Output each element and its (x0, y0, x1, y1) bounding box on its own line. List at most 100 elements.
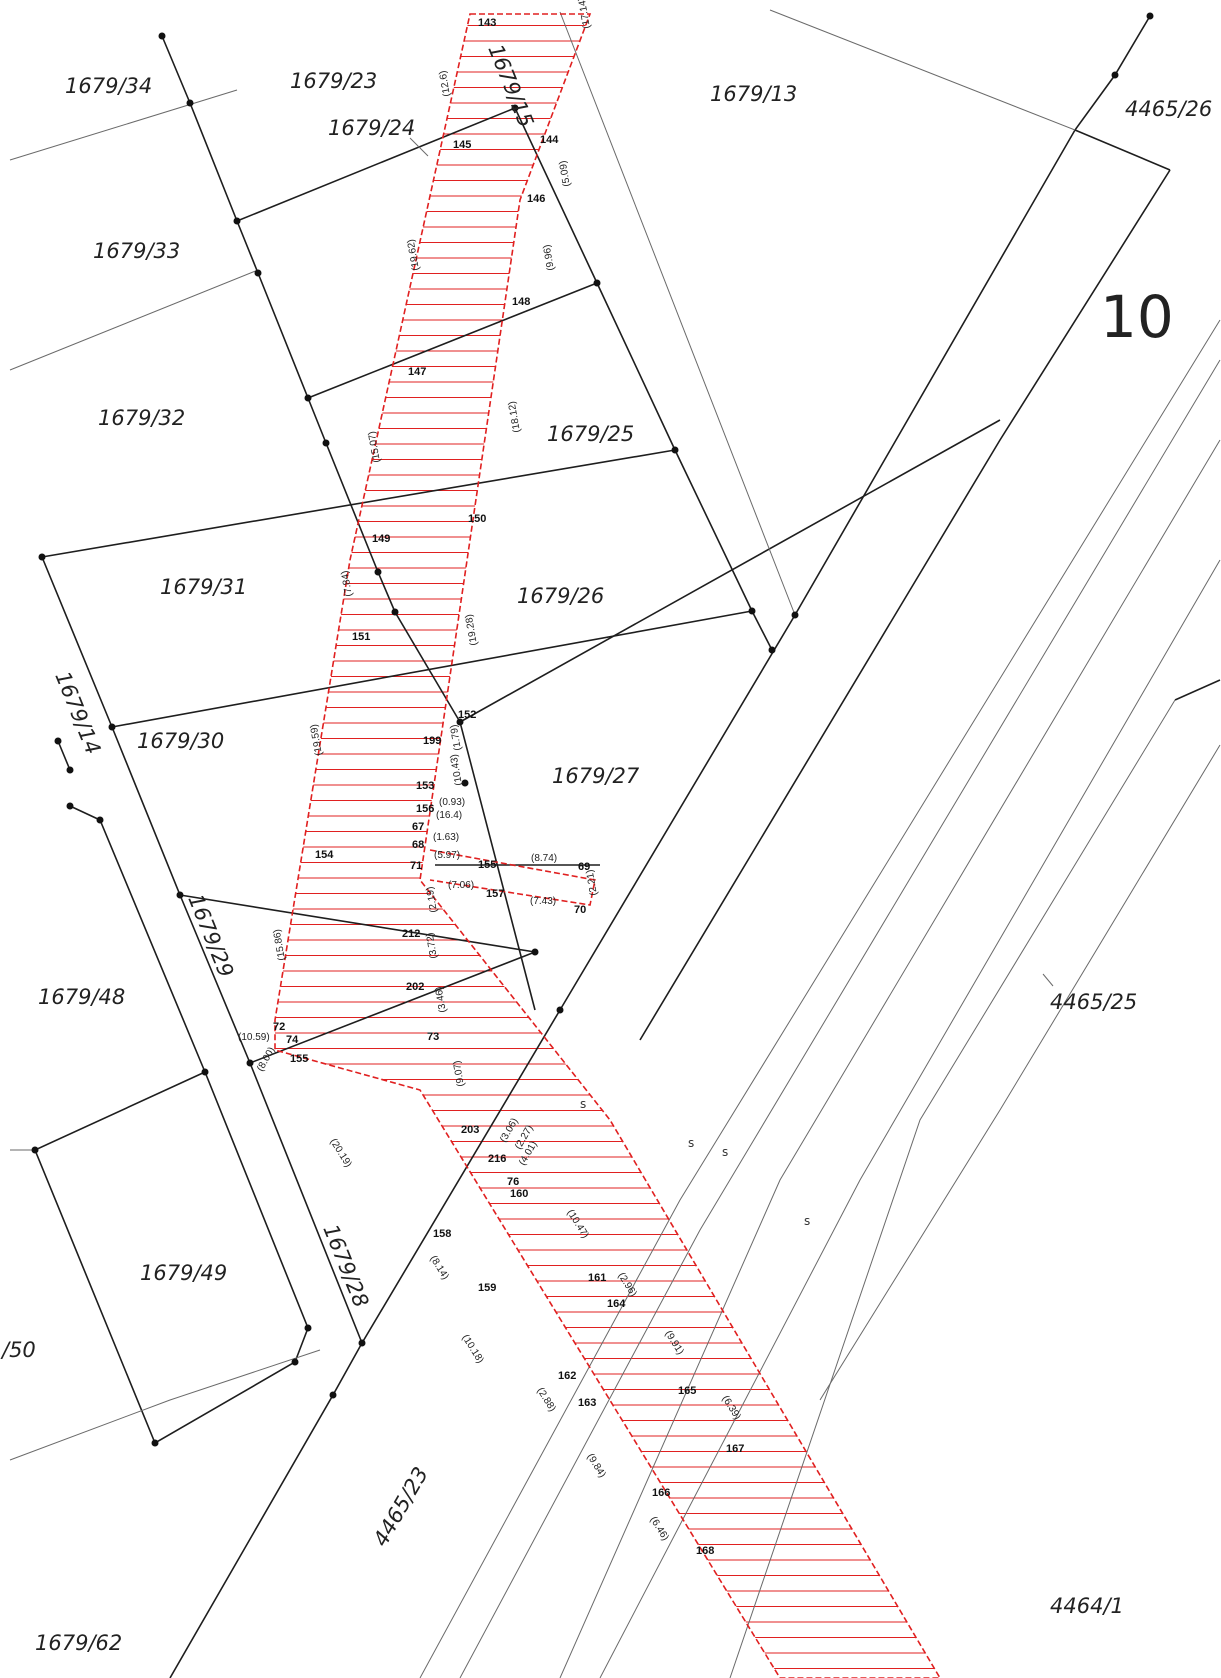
parcel-label-1679-29: 1679/29 (183, 891, 238, 981)
parcel-label-1679-32: 1679/32 (98, 406, 185, 430)
point-label: 216 (488, 1153, 506, 1165)
road-lines (9, 9, 1221, 1678)
dimension-label: (19.59) (309, 723, 325, 756)
parcel-label-1679-28: 1679/28 (318, 1221, 373, 1311)
point-label: 199 (423, 735, 441, 747)
point-label: 146 (527, 193, 545, 205)
point-label: 163 (578, 1397, 596, 1409)
dimension-label: (6.39) (719, 1394, 742, 1422)
point-label: 70 (574, 904, 586, 916)
parcel-label-1679-62: 1679/62 (35, 1631, 122, 1655)
dimension-label: (9.96) (542, 244, 557, 272)
point-label: 157 (486, 888, 504, 900)
dimension-label: (3.46) (434, 986, 449, 1014)
corridor-outline (274, 13, 941, 1678)
leader-arrows (409, 137, 1054, 987)
dimension-label: (5.09) (558, 160, 573, 188)
dimension-labels: (17.14) (12.6) (5.09) (9.96) (19.62) (18… (238, 0, 743, 1543)
parcel-labels: 1679/34 1679/23 1679/24 1679/15 1679/13 … (0, 41, 1212, 1655)
dimension-label: (6.46) (647, 1515, 670, 1543)
dimension-label: (2.21) (585, 869, 600, 897)
point-label: 72 (273, 1021, 285, 1033)
point-label: 145 (453, 139, 471, 151)
point-label: 167 (726, 1443, 744, 1455)
dimension-label: (19.62) (406, 238, 422, 271)
point-label: 150 (468, 513, 486, 525)
point-label: 158 (433, 1228, 451, 1240)
point-label: 161 (588, 1272, 606, 1284)
dimension-label: (2.88) (534, 1386, 557, 1414)
point-label: 162 (558, 1370, 576, 1382)
dimension-label: (10.18) (459, 1333, 485, 1366)
sewer-mark: s (722, 1145, 728, 1159)
point-label: 74 (286, 1034, 299, 1046)
dimension-label: (7.06) (448, 880, 474, 891)
parcel-label-1679-13: 1679/13 (710, 82, 797, 106)
parcel-label-1679-33: 1679/33 (93, 239, 180, 263)
dimension-label: (18.12) (507, 400, 523, 433)
point-label: 71 (410, 860, 422, 872)
point-label: 143 (478, 17, 496, 29)
point-label: 69 (578, 861, 590, 873)
dimension-label: (16.4) (436, 810, 462, 821)
point-label: 202 (406, 981, 424, 993)
sewer-marks: s s s s (580, 1097, 810, 1228)
parcel-label-1679-25: 1679/25 (547, 422, 634, 446)
dimension-label: (7.84) (340, 570, 355, 598)
dimension-label: (12.6) (438, 70, 453, 98)
point-label: 73 (427, 1031, 439, 1043)
parcel-vertices (31, 12, 1154, 1447)
sewer-mark: s (688, 1136, 694, 1150)
point-label: 166 (652, 1487, 670, 1499)
parcel-label-4465-25: 4465/25 (1050, 990, 1137, 1014)
parcel-label-1679-49: 1679/49 (140, 1261, 227, 1285)
point-label: 155 (478, 859, 496, 871)
parcel-label-1679-27: 1679/27 (552, 764, 640, 788)
point-label: 154 (315, 849, 334, 861)
point-label: 160 (510, 1188, 528, 1200)
point-label: 168 (696, 1545, 714, 1557)
dimension-label: (7.43) (530, 896, 556, 907)
dimension-label: (1.79) (449, 724, 464, 752)
dimension-label: (9.07) (452, 1060, 467, 1088)
corridor-point-numbers: 143 145 144 146 148 147 150 149 151 152 … (273, 17, 744, 1557)
point-label: 149 (372, 533, 390, 545)
point-label: 148 (512, 296, 530, 308)
parcel-label-4465-26: 4465/26 (1125, 97, 1212, 121)
parcel-label-4464-1: 4464/1 (1050, 1594, 1124, 1618)
point-label: 155 (290, 1053, 308, 1065)
point-label: 151 (352, 631, 370, 643)
dimension-label: (1.63) (433, 832, 459, 843)
dimension-label: (15.07) (367, 430, 383, 463)
parcel-boundaries (33, 15, 1221, 1678)
sheet-number: 10 (1100, 283, 1174, 351)
dimension-label: (10.59) (238, 1032, 270, 1043)
point-label: 144 (540, 134, 559, 146)
parcel-label-1679-24: 1679/24 (328, 116, 415, 140)
dimension-label: (0.93) (439, 797, 465, 808)
dimension-label: (5.97) (434, 850, 460, 861)
parcel-label-1679-34: 1679/34 (65, 74, 152, 98)
point-label: 156 (416, 803, 434, 815)
corridor-notch (429, 849, 596, 906)
point-label: 164 (607, 1298, 626, 1310)
dimension-label: (15.86) (272, 928, 288, 961)
dimension-label: (10.43) (449, 753, 465, 786)
dimension-label: (20.19) (327, 1137, 353, 1170)
dimension-label: (19.28) (464, 613, 480, 646)
parcel-label-4465-23: 4465/23 (369, 1463, 433, 1551)
dimension-label: (8.14) (427, 1254, 450, 1282)
point-label: 165 (678, 1385, 696, 1397)
dimension-label: (17.14) (577, 0, 593, 29)
parcel-label-1679-30: 1679/30 (137, 729, 224, 753)
point-label: 76 (507, 1176, 519, 1188)
point-label: 68 (412, 839, 424, 851)
parcel-label-50: /50 (0, 1338, 36, 1362)
sewer-mark: s (804, 1214, 810, 1228)
dimension-label: (3.72) (425, 932, 440, 960)
parcel-label-1679-48: 1679/48 (38, 985, 125, 1009)
sewer-mark: s (580, 1097, 586, 1111)
parcel-label-1679-23: 1679/23 (290, 69, 377, 93)
parcel-label-1679-26: 1679/26 (517, 584, 604, 608)
point-label: 212 (402, 928, 420, 940)
